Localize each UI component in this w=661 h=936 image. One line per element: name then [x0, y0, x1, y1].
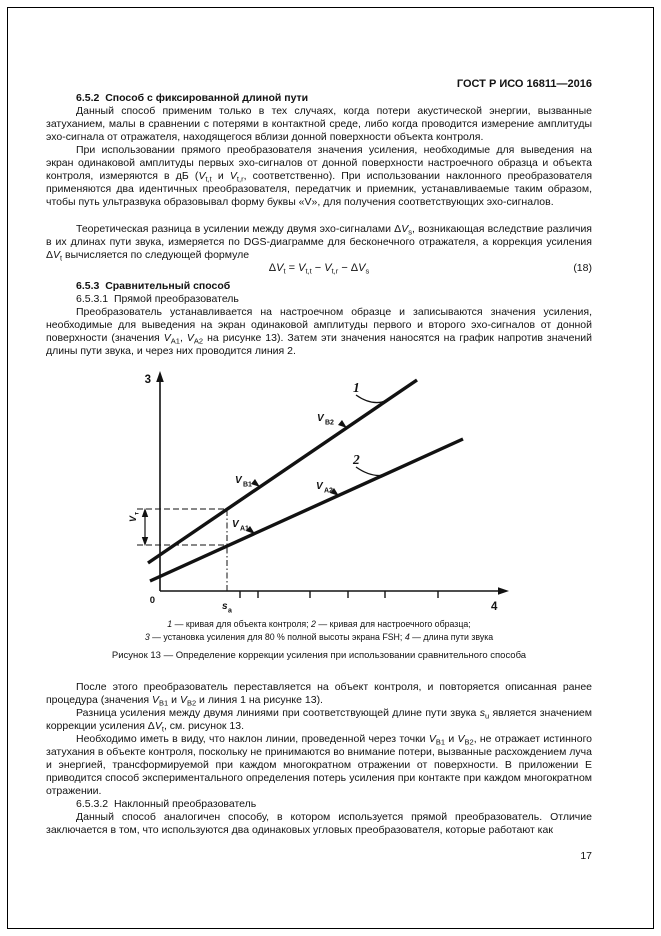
svg-text:т: т [134, 512, 141, 515]
label-curve-2: 2 [352, 452, 360, 467]
paragraph-theoretical-difference: Теоретическая разница в усилении между д… [46, 223, 592, 263]
figure-13: V т V B2 V B1 V A2 V A1 1 2 [125, 366, 515, 621]
svg-text:A2: A2 [324, 488, 333, 495]
y-axis-label: 3 [145, 374, 151, 386]
paragraph-slope-note: Необходимо иметь в виду, что наклон лини… [46, 733, 593, 797]
vt-arrow-up-icon [141, 508, 149, 517]
leader-curve-2 [355, 466, 389, 477]
x-axis-label: 4 [491, 601, 498, 613]
vt-arrow-down-icon [141, 537, 149, 546]
label-curve-1: 1 [353, 380, 360, 395]
heading-6-5-3-2: 6.5.3.2 Наклонный преобразователь [76, 798, 257, 810]
origin-label: 0 [150, 595, 155, 606]
paragraph-gain-difference: Разница усиления между двумя линиями при… [46, 707, 592, 734]
figure-13-caption: 1 — кривая для объекта контроля; 2 — кри… [46, 618, 592, 643]
curve-2-reference-block-line [149, 437, 464, 583]
figure-13-graph: V т V B2 V B1 V A2 V A1 1 2 [128, 371, 509, 615]
x-axis-arrowhead-icon [498, 587, 509, 595]
heading-6-5-3: 6.5.3 Сравнительный способ [76, 280, 231, 292]
x-axis-ticks [239, 591, 439, 598]
curve-1-test-object-line [147, 378, 418, 565]
paragraph-straight-probe: При использовании прямого преобразовател… [46, 144, 593, 208]
leader-curve-1 [355, 394, 389, 404]
equation-18-number: (18) [573, 262, 592, 274]
svg-text:B2: B2 [325, 420, 334, 427]
label-vb2: V [317, 413, 325, 424]
marker-va1-icon [246, 526, 255, 534]
marker-vb2-icon [338, 420, 347, 428]
equation-18-expression: ΔVt = Vt,t − Vt,r − ΔVs [268, 262, 370, 276]
equation-18: ΔVt = Vt,t − Vt,r − ΔVs (18) [46, 262, 592, 276]
figure-13-caption-line-2: 3 — установка усиления для 80 % полной в… [144, 631, 494, 642]
heading-6-5-3-1: 6.5.3.1 Прямой преобразователь [76, 293, 239, 305]
svg-text:A1: A1 [240, 526, 249, 533]
paragraph-repeat-procedure: После этого преобразователь переставляет… [46, 681, 592, 708]
paragraph-comparison-direct: Преобразователь устанавливается на настр… [46, 306, 592, 357]
svg-text:V: V [128, 515, 138, 522]
paragraph-fixed-path-intro: Данный способ применим только в тех случ… [46, 105, 592, 143]
figure-13-title: Рисунок 13 — Определение коррекции усиле… [111, 650, 527, 661]
label-vb1: V [235, 475, 243, 486]
marker-vb1-icon [251, 479, 260, 487]
label-sa: s [222, 601, 228, 612]
svg-text:B1: B1 [243, 482, 252, 489]
vt-label: V т [128, 512, 141, 522]
svg-text:а: а [228, 608, 232, 615]
y-axis-arrowhead-icon [156, 371, 164, 382]
figure-13-caption-line-1: 1 — кривая для объекта контроля; 2 — кри… [167, 619, 471, 629]
heading-6-5-2: 6.5.2 Способ с фиксированной длиной пути [76, 92, 309, 104]
marker-va2-icon [330, 488, 339, 496]
document-code-header: ГОСТ Р ИСО 16811—2016 [456, 78, 592, 90]
page-number: 17 [580, 850, 592, 862]
paragraph-angle-probe: Данный способ аналогичен способу, в кото… [46, 811, 592, 836]
label-va1: V [232, 519, 240, 530]
label-va2: V [316, 481, 324, 492]
